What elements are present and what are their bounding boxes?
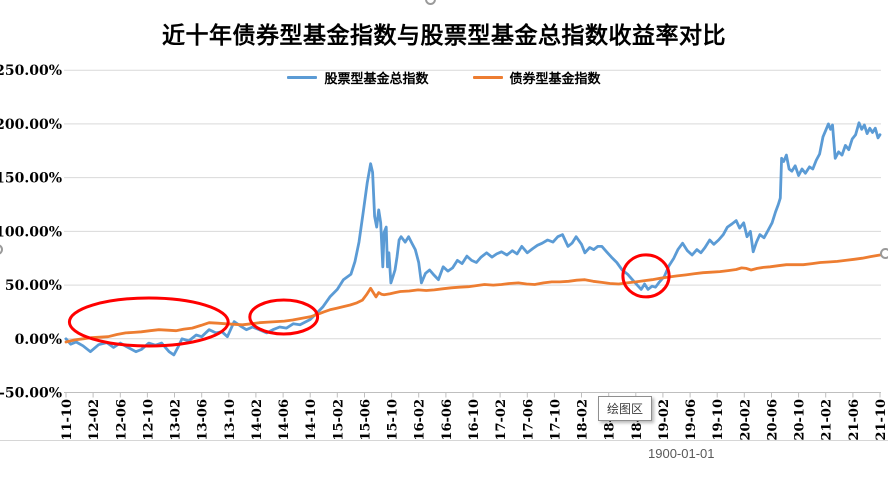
y-tick-label: 50.00%: [5, 278, 62, 294]
chart-bottom-border: [0, 440, 888, 441]
legend-swatch-bond-icon: [472, 75, 503, 80]
x-tick-label: 14-02: [250, 399, 265, 441]
x-tick-label: 21-02: [820, 399, 835, 441]
x-tick-label: 17-02: [494, 399, 509, 441]
legend: 股票型基金总指数 债券型基金指数: [0, 68, 888, 87]
selection-handle-right-icon[interactable]: [880, 248, 888, 259]
legend-item-bond[interactable]: 债券型基金指数: [472, 68, 601, 87]
x-tick-label: 16-10: [467, 399, 482, 441]
x-tick-label: 19-02: [657, 399, 672, 441]
bond-series-line[interactable]: [64, 253, 882, 344]
x-tick-label: 13-10: [223, 399, 238, 441]
x-tick-label: 15-06: [359, 399, 374, 441]
legend-label-bond: 债券型基金指数: [509, 72, 601, 87]
x-tick-label: 18-02: [576, 399, 591, 441]
x-tick-label: 16-06: [440, 399, 455, 441]
x-tick-label: 12-02: [87, 399, 102, 441]
x-tick-label: 19-10: [711, 399, 726, 441]
annotation-ellipse[interactable]: [248, 298, 320, 336]
y-tick-label: 150.00%: [0, 171, 62, 187]
selection-handle-top-icon[interactable]: [425, 0, 436, 5]
y-tick-label: -50.00%: [0, 386, 62, 402]
stock-series-line[interactable]: [64, 121, 882, 357]
x-tick-label: 13-02: [169, 399, 184, 441]
x-tick-label: 12-06: [114, 399, 129, 441]
x-tick-label: 20-10: [793, 399, 808, 441]
x-tick-label: 21-06: [847, 399, 862, 441]
x-tick-label: 13-06: [196, 399, 211, 441]
chart-title[interactable]: 近十年债券型基金指数与股票型基金总指数收益率对比: [162, 22, 726, 49]
y-tick-label: 250.00%: [0, 63, 62, 79]
legend-item-stock[interactable]: 股票型基金总指数: [287, 68, 429, 87]
x-tick-label: 15-10: [386, 399, 401, 441]
legend-label-stock: 股票型基金总指数: [324, 72, 429, 87]
x-tick-label: 11-10: [60, 399, 75, 441]
plot-area-tooltip: 绘图区: [598, 396, 653, 421]
x-tick-label: 16-02: [413, 399, 428, 441]
x-tick-label: 19-06: [684, 399, 699, 441]
x-tick-label: 14-06: [277, 399, 292, 441]
x-tick-label: 17-06: [521, 399, 536, 441]
x-tick-label: 17-10: [548, 399, 563, 441]
annotation-ellipse[interactable]: [67, 296, 230, 348]
y-tick-label: 0.00%: [15, 332, 62, 348]
y-tick-label: 100.00%: [0, 224, 62, 240]
x-tick-label: 14-10: [304, 399, 319, 441]
x-tick-label: 20-02: [738, 399, 753, 441]
x-tick-label: 15-02: [331, 399, 346, 441]
legend-swatch-stock-icon: [287, 75, 318, 80]
x-tick-label: 12-10: [141, 399, 156, 441]
annotation-ellipse[interactable]: [621, 253, 671, 299]
x-tick-label: 21-10: [874, 399, 888, 441]
date-note: 1900-01-01: [648, 446, 715, 461]
x-tick-label: 20-06: [766, 399, 781, 441]
y-tick-label: 200.00%: [0, 117, 62, 133]
